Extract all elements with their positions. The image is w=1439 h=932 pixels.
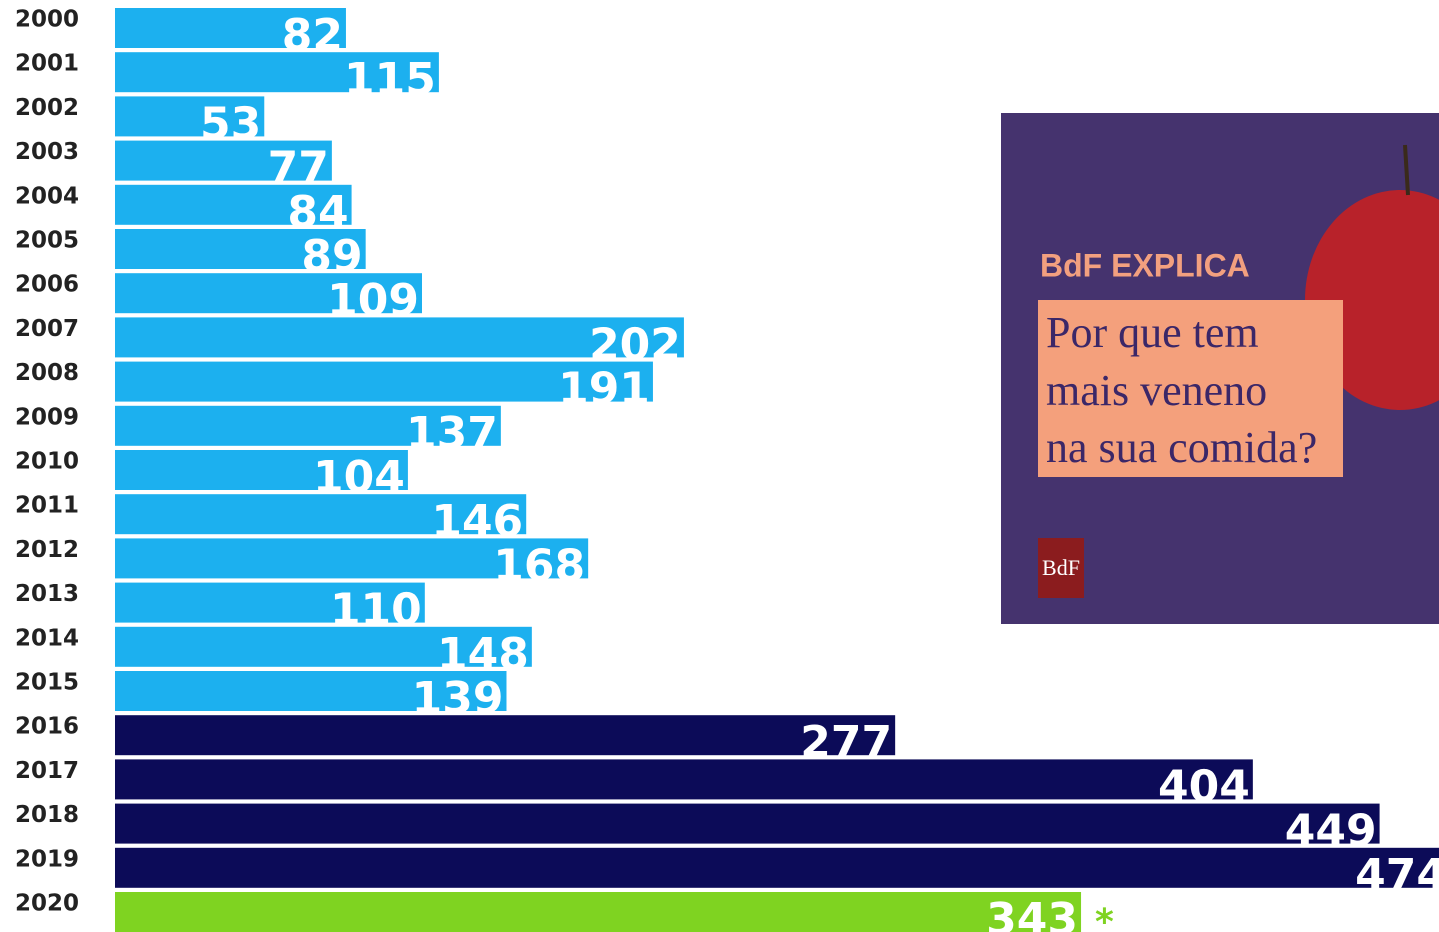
- value-label: 115: [344, 54, 436, 105]
- value-label: 343: [986, 894, 1078, 932]
- value-label: 168: [493, 540, 585, 591]
- value-label: 474: [1355, 850, 1439, 901]
- y-tick-label: 2005: [15, 228, 79, 254]
- y-tick-label: 2015: [15, 670, 79, 696]
- y-tick-label: 2017: [15, 758, 79, 784]
- ad-logo-text: BdF: [1042, 555, 1080, 580]
- value-label: 137: [406, 408, 498, 459]
- bar: [115, 892, 1081, 932]
- bar: [115, 759, 1253, 799]
- y-tick-label: 2010: [15, 449, 79, 475]
- y-tick-label: 2007: [15, 316, 79, 342]
- annotation: *: [1095, 902, 1114, 932]
- y-tick-label: 2019: [15, 846, 79, 872]
- y-tick-label: 2018: [15, 802, 79, 828]
- y-tick-label: 2011: [15, 493, 79, 519]
- y-tick-label: 2012: [15, 537, 79, 563]
- bar: [115, 848, 1439, 888]
- chart: 8220001152001532002772003842004892005109…: [0, 0, 1439, 932]
- ad-question-line: na sua comida?: [1046, 423, 1317, 472]
- bar: [115, 804, 1380, 844]
- y-tick-label: 2016: [15, 714, 79, 740]
- y-tick-label: 2006: [15, 272, 79, 298]
- y-tick-label: 2020: [15, 891, 79, 917]
- ad-kicker: BdF EXPLICA: [1040, 247, 1250, 283]
- ad-question-line: Por que tem: [1046, 308, 1259, 357]
- y-tick-label: 2004: [15, 183, 79, 209]
- value-label: 191: [558, 364, 650, 415]
- y-tick-label: 2000: [15, 7, 79, 33]
- bar: [115, 715, 895, 755]
- y-tick-label: 2002: [15, 95, 79, 121]
- y-tick-label: 2003: [15, 139, 79, 165]
- y-tick-label: 2009: [15, 404, 79, 430]
- ad-question-line: mais veneno: [1046, 366, 1267, 415]
- ad-banner[interactable]: BdF EXPLICA Por que tem mais veneno na s…: [1001, 113, 1439, 624]
- y-tick-label: 2013: [15, 581, 79, 607]
- y-tick-label: 2014: [15, 625, 79, 651]
- y-tick-label: 2001: [15, 51, 79, 77]
- y-tick-label: 2008: [15, 360, 79, 386]
